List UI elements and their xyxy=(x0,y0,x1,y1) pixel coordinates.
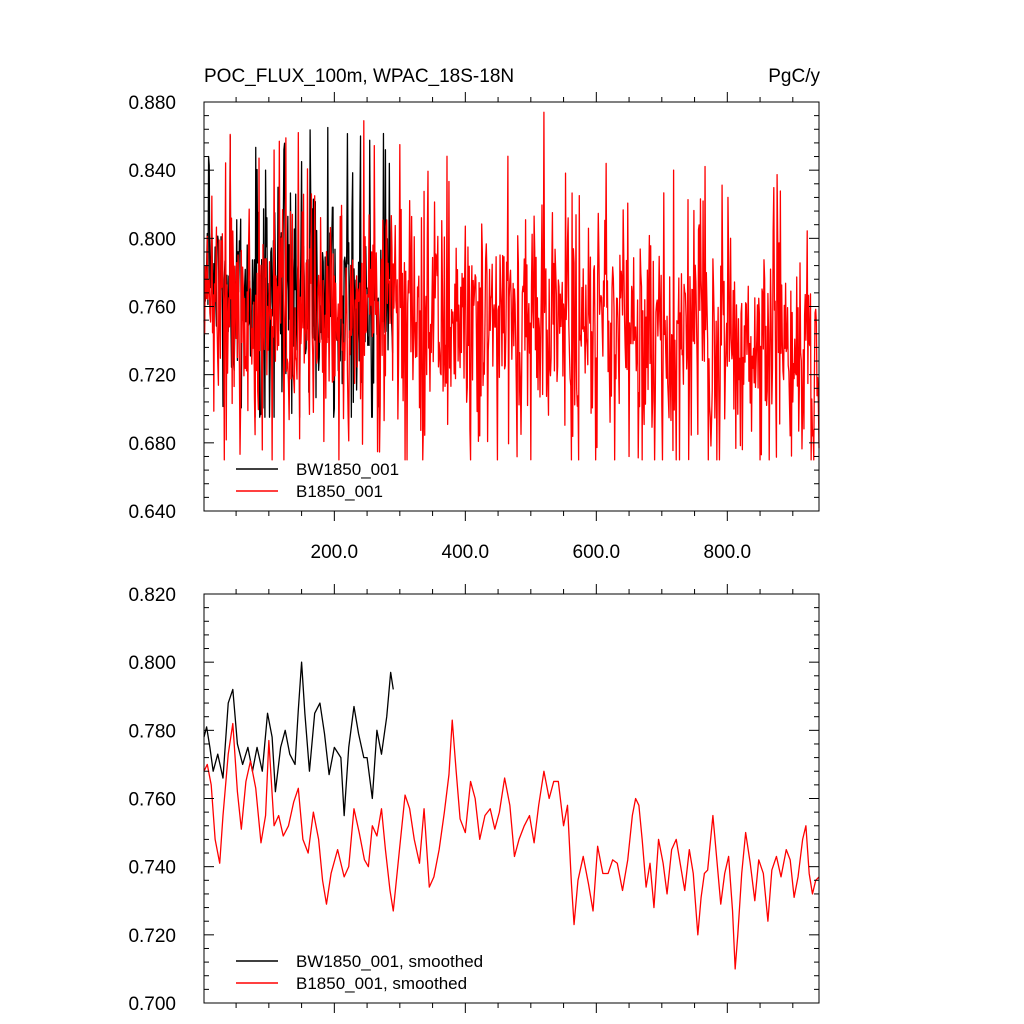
bottom-ytick-label-4: 0.780 xyxy=(128,721,176,742)
top-tick-layer: 0.640 0.680 0.720 0.760 0.800 0.840 0.880 200.0… xyxy=(128,92,819,563)
bottom-ytick-label-5: 0.800 xyxy=(128,653,176,674)
bottom-ytick-label-3: 0.760 xyxy=(128,790,176,811)
bottom-legend: BW1850_001, smoothed B1850_001, smoothed xyxy=(236,952,483,993)
units-label: PgC/y xyxy=(768,66,820,87)
bottom-panel: 0.700 0.720 0.740 0.760 0.780 0.800 0.820 BW18… xyxy=(128,584,820,1015)
top-series-line-1 xyxy=(203,111,820,461)
bottom-series-line-0 xyxy=(203,661,394,817)
legend-label-b1850-smoothed: B1850_001, smoothed xyxy=(296,974,467,993)
top-xtick-label-0: 200.0 xyxy=(311,542,359,563)
bottom-series-line-1 xyxy=(203,719,820,970)
top-ytick-label-4: 0.800 xyxy=(128,229,176,250)
legend-label-bw1850: BW1850_001 xyxy=(296,460,399,479)
bottom-series-layer xyxy=(203,661,820,970)
bottom-plot-frame xyxy=(203,593,820,1004)
bottom-ytick-label-0: 0.700 xyxy=(128,994,176,1015)
top-ytick-label-1: 0.680 xyxy=(128,434,176,455)
top-ytick-label-0: 0.640 xyxy=(128,502,176,523)
top-panel: POC_FLUX_100m, WPAC_18S-18N PgC/y 0.6400… xyxy=(128,66,820,563)
top-xtick-label-2: 600.0 xyxy=(573,542,621,563)
chart-title: POC_FLUX_100m, WPAC_18S-18N xyxy=(204,66,514,87)
top-legend: BW1850_001 B1850_001 xyxy=(236,460,399,501)
top-ytick-label-6: 0.880 xyxy=(128,93,176,114)
bottom-ytick-label-2: 0.740 xyxy=(128,858,176,879)
top-ytick-label-3: 0.760 xyxy=(128,298,176,319)
bottom-tick-layer: 0.700 0.720 0.740 0.760 0.780 0.800 0.820 xyxy=(128,584,819,1015)
top-series-layer xyxy=(203,111,820,461)
top-ytick-label-5: 0.840 xyxy=(128,161,176,182)
legend-label-bw1850-smoothed: BW1850_001, smoothed xyxy=(296,952,483,971)
top-xtick-label-3: 800.0 xyxy=(704,542,752,563)
top-ytick-label-2: 0.720 xyxy=(128,366,176,387)
legend-label-b1850: B1850_001 xyxy=(296,482,383,501)
bottom-ytick-label-6: 0.820 xyxy=(128,585,176,606)
top-xtick-label-1: 400.0 xyxy=(442,542,490,563)
bottom-ytick-label-1: 0.720 xyxy=(128,926,176,947)
